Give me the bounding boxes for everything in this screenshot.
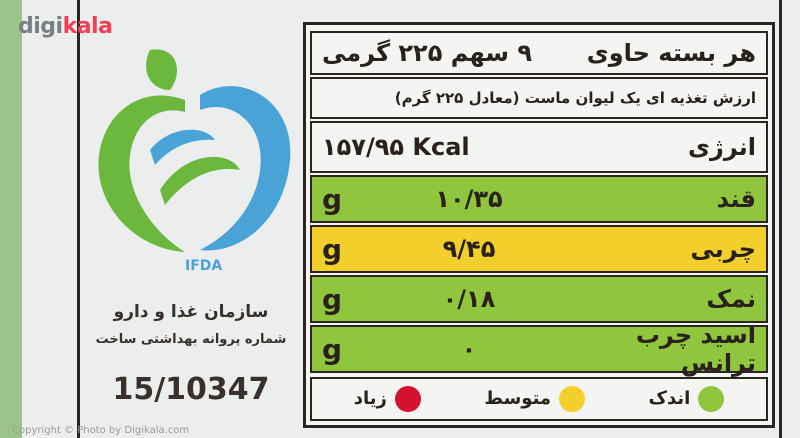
yellow-dot-icon <box>559 386 586 412</box>
ifda-logo-text: IFDA <box>185 258 223 274</box>
nutrient-row-fat: چربی ۹/۴۵ g <box>310 225 768 273</box>
legend-medium: متوسط <box>484 386 586 412</box>
nutrient-name: چربی <box>690 235 756 263</box>
serving-value: ۹ سهم ۲۲۵ گرمی <box>322 39 532 67</box>
energy-row: انرژی ۱۵۷/۹۵ Kcal <box>310 121 768 173</box>
green-dot-icon <box>698 386 725 412</box>
legend-low: اندک <box>649 386 725 412</box>
nutrient-row-salt: نمک ۰/۱۸ g <box>310 275 768 323</box>
org-name: سازمان غذا و دارو <box>113 302 269 322</box>
nutrient-value: ۰ <box>461 335 477 363</box>
divider-line <box>77 0 80 438</box>
divider-line <box>779 0 782 438</box>
ifda-apple-logo <box>98 49 291 252</box>
nutrient-value: ۰/۱۸ <box>442 285 496 313</box>
nutrient-name: اسید چرب ترانس <box>635 321 756 377</box>
nutrition-label: هر بسته حاوی ۹ سهم ۲۲۵ گرمی ارزش تغذیه ا… <box>303 22 775 428</box>
energy-value: ۱۵۷/۹۵ Kcal <box>322 133 470 161</box>
license-number: 15/10347 <box>112 372 270 407</box>
nutrient-unit: g <box>322 232 343 266</box>
nutrient-name: نمک <box>706 285 756 313</box>
license-label: شماره پروانه بهداشتی ساخت <box>95 332 287 347</box>
legend-row: اندک متوسط زیاد <box>310 377 768 421</box>
nutrient-row-sugar: قند ۱۰/۳۵ g <box>310 175 768 223</box>
nutrient-unit: g <box>322 282 343 316</box>
legend-label: زیاد <box>353 388 387 409</box>
nutrient-value: ۹/۴۵ <box>442 235 496 263</box>
nutrient-name: قند <box>716 185 756 213</box>
legend-high: زیاد <box>354 386 421 412</box>
subtitle-row: ارزش تغذیه ای یک لیوان ماست (معادل ۲۲۵ گ… <box>310 77 768 119</box>
subtitle: ارزش تغذیه ای یک لیوان ماست (معادل ۲۲۵ گ… <box>394 89 756 107</box>
green-edge <box>0 0 22 438</box>
brand-text: digi <box>18 14 63 39</box>
digikala-watermark: digikala <box>18 14 113 39</box>
serving-label: هر بسته حاوی <box>586 39 756 67</box>
nutrient-row-trans-fat: اسید چرب ترانس ۰ g <box>310 321 768 377</box>
nutrient-value: ۱۰/۳۵ <box>435 185 503 213</box>
brand-text: kala <box>62 14 113 39</box>
energy-label: انرژی <box>688 133 756 161</box>
legend-label: متوسط <box>484 388 552 409</box>
red-dot-icon <box>394 386 421 412</box>
serving-row: هر بسته حاوی ۹ سهم ۲۲۵ گرمی <box>310 31 768 75</box>
legend-label: اندک <box>648 388 691 409</box>
nutrient-unit: g <box>322 182 343 216</box>
copyright-text: Copyright © Photo by Digikala.com <box>12 425 190 436</box>
nutrient-unit: g <box>322 332 343 366</box>
